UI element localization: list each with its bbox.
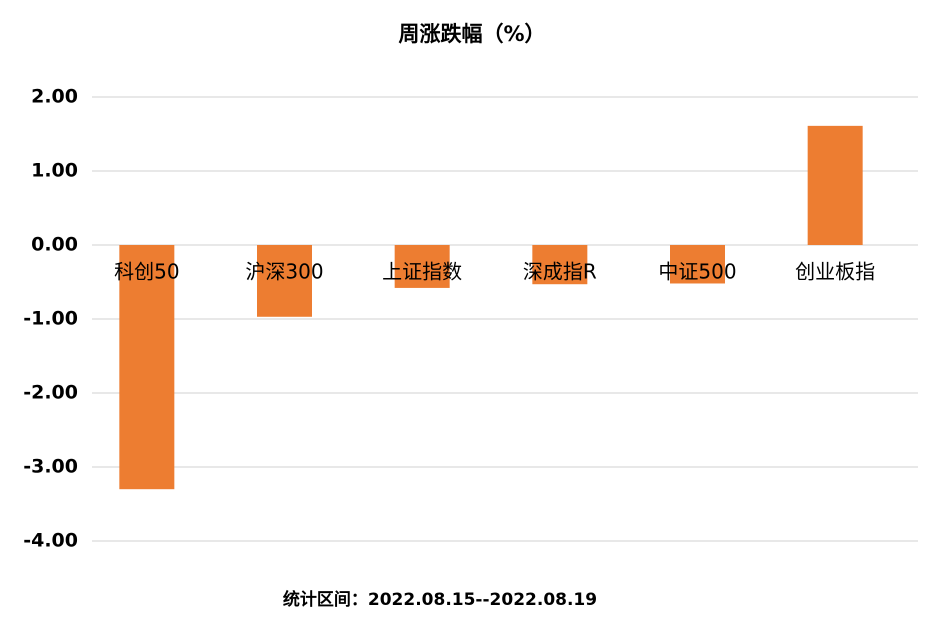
x-tick-label: 科创50 [114, 260, 179, 284]
bar [807, 125, 863, 245]
x-tick-label: 中证500 [658, 260, 736, 284]
x-tick-label: 上证指数 [382, 260, 462, 284]
y-tick-label: 2.00 [31, 86, 78, 108]
x-tick-label: 创业板指 [795, 260, 875, 284]
y-tick-label: 1.00 [31, 160, 78, 182]
footnote: 统计区间：2022.08.15--2022.08.19 [283, 589, 597, 610]
x-tick-label: 深成指R [523, 260, 597, 284]
bar [257, 245, 312, 317]
bar [394, 245, 450, 288]
y-tick-label: -3.00 [23, 456, 78, 478]
x-tick-label: 沪深300 [245, 260, 323, 284]
y-tick-label: -4.00 [23, 530, 78, 552]
bar [119, 245, 175, 490]
bar [670, 245, 725, 284]
y-tick-label: -1.00 [23, 308, 78, 330]
y-tick-label: -2.00 [23, 382, 78, 404]
y-tick-label: 0.00 [31, 234, 78, 256]
chart-title: 周涨跌幅（%） [398, 22, 545, 46]
bar [532, 245, 588, 285]
